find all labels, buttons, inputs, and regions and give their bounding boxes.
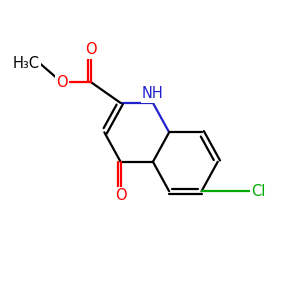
Text: O: O: [85, 42, 97, 57]
Text: O: O: [56, 75, 68, 90]
Text: H₃C: H₃C: [13, 56, 40, 70]
Text: O: O: [115, 188, 126, 203]
Text: NH: NH: [142, 86, 164, 101]
Text: Cl: Cl: [252, 184, 266, 199]
